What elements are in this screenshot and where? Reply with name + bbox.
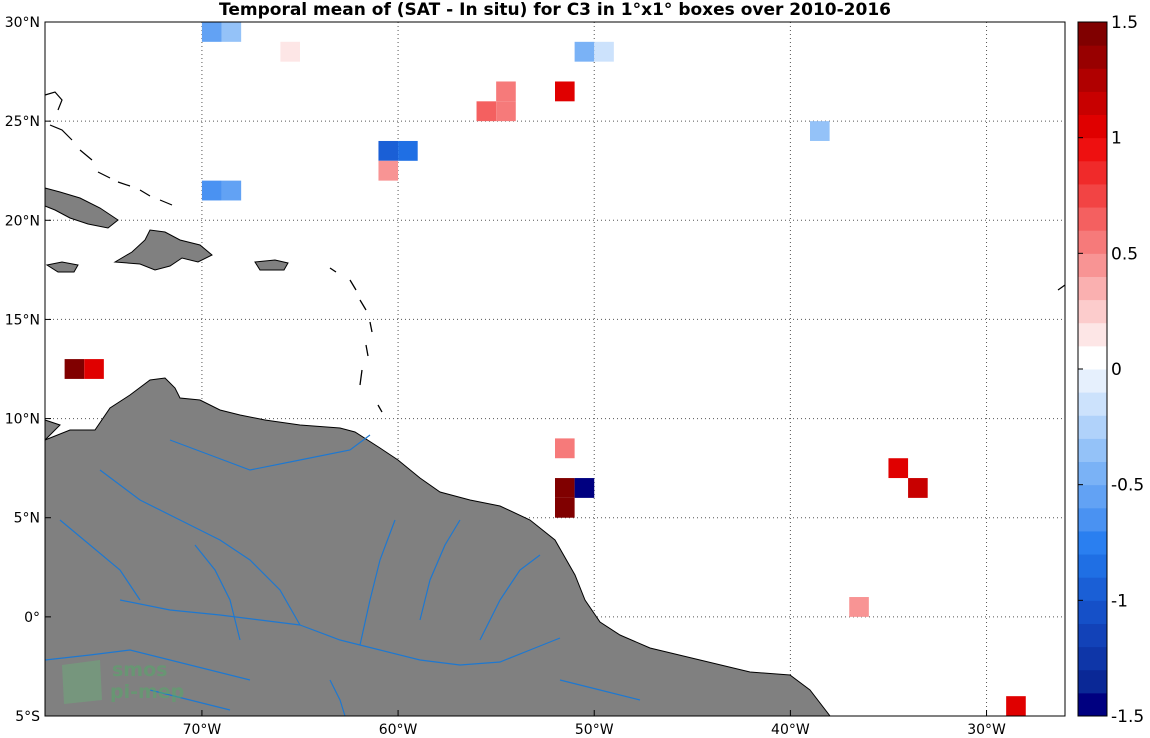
jamaica xyxy=(45,261,79,273)
colorbar-bin xyxy=(1078,415,1107,439)
x-tick-label: 60°W xyxy=(379,722,418,738)
x-tick-label: 40°W xyxy=(771,722,810,738)
heatmap-cell xyxy=(810,121,830,141)
heatmap-cell xyxy=(378,160,399,181)
map-area xyxy=(44,21,1066,717)
plot-frame xyxy=(44,21,1066,717)
heatmap-cell xyxy=(574,478,595,498)
colorbar-bin xyxy=(1078,91,1107,116)
heatmap-cell xyxy=(555,81,575,102)
colorbar-bin xyxy=(1078,322,1107,347)
colorbar-bin xyxy=(1078,392,1107,416)
colorbar-bin xyxy=(1078,207,1107,231)
heatmap-cell xyxy=(221,180,242,201)
watermark-line2: pi-mep xyxy=(110,681,184,703)
rivers xyxy=(44,434,641,717)
y-tick-label: 5°N xyxy=(14,511,40,527)
colorbar-tick-label: -0.5 xyxy=(1111,476,1144,496)
heatmap-cell xyxy=(908,478,928,498)
y-tick-label: 0° xyxy=(24,610,40,626)
heatmap-cell xyxy=(201,180,222,201)
colorbar-bin xyxy=(1078,623,1107,648)
colorbar-bin xyxy=(1078,68,1107,92)
colorbar-bin xyxy=(1078,646,1107,671)
colorbar-bin xyxy=(1078,461,1107,486)
colorbar-bin xyxy=(1078,183,1107,208)
colorbar-bin xyxy=(1078,669,1107,694)
colorbar-bin xyxy=(1078,45,1107,69)
heatmap-cell xyxy=(849,597,869,617)
colorbar: 1.5 1 0.5 0 -0.5 -1 -1.5 xyxy=(1077,13,1144,727)
heatmap-cell xyxy=(555,438,575,459)
colorbar-bin xyxy=(1078,230,1107,254)
heatmap-cell xyxy=(496,81,516,102)
x-tick-label: 30°W xyxy=(967,722,1006,738)
colorbar-bin xyxy=(1078,299,1107,324)
bahamas xyxy=(44,91,173,206)
colorbar-bin xyxy=(1078,114,1107,139)
heatmap-cell xyxy=(476,101,497,122)
y-tick-label: 30°N xyxy=(5,15,40,31)
hispaniola xyxy=(113,229,213,271)
colorbar-bin xyxy=(1078,345,1107,370)
heatmap-cell xyxy=(378,140,399,161)
colorbar-bin xyxy=(1078,692,1107,717)
colorbar-bin xyxy=(1078,507,1107,532)
heatmap-cell xyxy=(201,22,222,42)
y-tick-label: 5°S xyxy=(15,709,40,725)
colorbar-bin xyxy=(1078,369,1107,393)
y-tick-label: 25°N xyxy=(5,114,40,130)
colorbar-tick-label: 0 xyxy=(1111,360,1122,380)
watermark: smos pi-mep xyxy=(62,659,184,704)
heatmap-cell xyxy=(496,101,516,122)
africa-edge xyxy=(1057,284,1066,291)
colorbar-bin xyxy=(1078,253,1107,277)
heatmap-cell xyxy=(1006,696,1026,716)
colorbar-tick-label: -1.5 xyxy=(1111,707,1144,727)
colorbar-tick-label: 1 xyxy=(1111,129,1122,149)
y-tick-label: 20°N xyxy=(5,213,40,229)
heatmap-cell xyxy=(555,497,575,518)
cuba xyxy=(44,187,119,229)
colorbar-bin xyxy=(1078,276,1107,301)
heatmap-cell xyxy=(888,458,909,479)
heatmap-cell xyxy=(280,41,300,62)
y-tick-label: 10°N xyxy=(5,412,40,428)
colorbar-bin xyxy=(1078,530,1107,555)
heatmap-cells xyxy=(64,22,1026,716)
watermark-line1: smos xyxy=(112,659,167,681)
colorbar-bins xyxy=(1078,22,1107,717)
colorbar-bin xyxy=(1078,438,1107,463)
smos-logo-icon xyxy=(62,660,102,704)
heatmap-cell xyxy=(555,478,575,498)
chart-title: Temporal mean of (SAT - In situ) for C3 … xyxy=(219,0,891,20)
x-tick-label: 50°W xyxy=(575,722,614,738)
colorbar-bin xyxy=(1078,554,1107,578)
y-axis: 30°N 25°N 20°N 15°N 10°N 5°N 0° 5°S xyxy=(5,15,51,725)
x-axis: 70°W 60°W 50°W 40°W 30°W xyxy=(183,710,1006,738)
colorbar-bin xyxy=(1078,137,1107,162)
colorbar-bin xyxy=(1078,22,1107,46)
heatmap-cell xyxy=(221,22,242,42)
south-america-land xyxy=(44,377,832,717)
colorbar-tick-label: 1.5 xyxy=(1111,13,1138,33)
colorbar-bin xyxy=(1078,600,1107,624)
puerto-rico xyxy=(254,259,289,271)
colorbar-bin xyxy=(1078,160,1107,185)
colorbar-bin xyxy=(1078,577,1107,601)
x-tick-label: 70°W xyxy=(183,722,222,738)
heatmap-cell xyxy=(64,359,85,379)
heatmap-cell xyxy=(84,359,104,379)
heatmap-cell xyxy=(398,140,418,161)
colorbar-bin xyxy=(1078,484,1107,509)
heatmap-cell xyxy=(594,41,614,62)
colorbar-tick-label: 0.5 xyxy=(1111,244,1138,264)
lesser-antilles xyxy=(329,267,383,413)
colorbar-ticks: 1.5 1 0.5 0 -0.5 -1 -1.5 xyxy=(1078,13,1144,727)
y-tick-label: 15°N xyxy=(5,312,40,328)
heatmap-cell xyxy=(574,41,595,62)
colorbar-tick-label: -1 xyxy=(1111,591,1128,611)
